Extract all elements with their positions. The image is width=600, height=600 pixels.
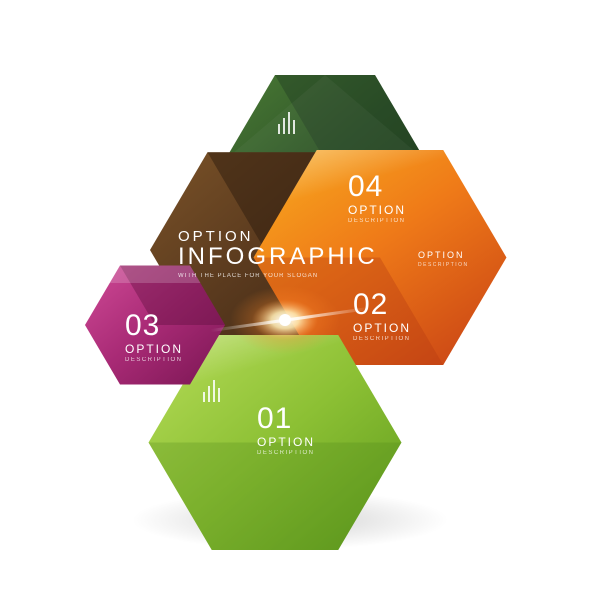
option-number: 01: [257, 404, 315, 434]
option-number: 04: [348, 172, 406, 202]
option-desc: DESCRIPTION: [353, 336, 411, 342]
option-desc: DESCRIPTION: [125, 357, 183, 363]
option-02: 02 OPTION DESCRIPTION: [353, 290, 411, 342]
option-desc: DESCRIPTION: [348, 218, 406, 224]
option-number: 03: [125, 311, 183, 341]
option-04: 04 OPTION DESCRIPTION: [348, 172, 406, 224]
option-number: 02: [353, 290, 411, 320]
option-desc: DESCRIPTION: [257, 450, 315, 456]
title-main: INFOGRAPHIC: [178, 243, 378, 271]
infographic-stage: OPTION INFOGRAPHIC WITH THE PLACE FOR YO…: [0, 0, 600, 600]
option-01: 01 OPTION DESCRIPTION: [257, 404, 315, 456]
title-sub: WITH THE PLACE FOR YOUR SLOGAN: [178, 273, 378, 279]
option-mini-right: OPTION DESCRIPTION: [418, 248, 469, 268]
option-label: OPTION: [257, 436, 315, 448]
option-label: OPTION: [353, 322, 411, 334]
option-label: OPTION: [348, 204, 406, 216]
bars-icon: [278, 110, 295, 134]
title-block: OPTION INFOGRAPHIC WITH THE PLACE FOR YO…: [178, 228, 378, 279]
option-03: 03 OPTION DESCRIPTION: [125, 311, 183, 363]
option-label: OPTION: [125, 343, 183, 355]
option-label: OPTION: [418, 250, 469, 260]
option-desc: DESCRIPTION: [418, 262, 469, 268]
bars-icon: [203, 378, 220, 402]
